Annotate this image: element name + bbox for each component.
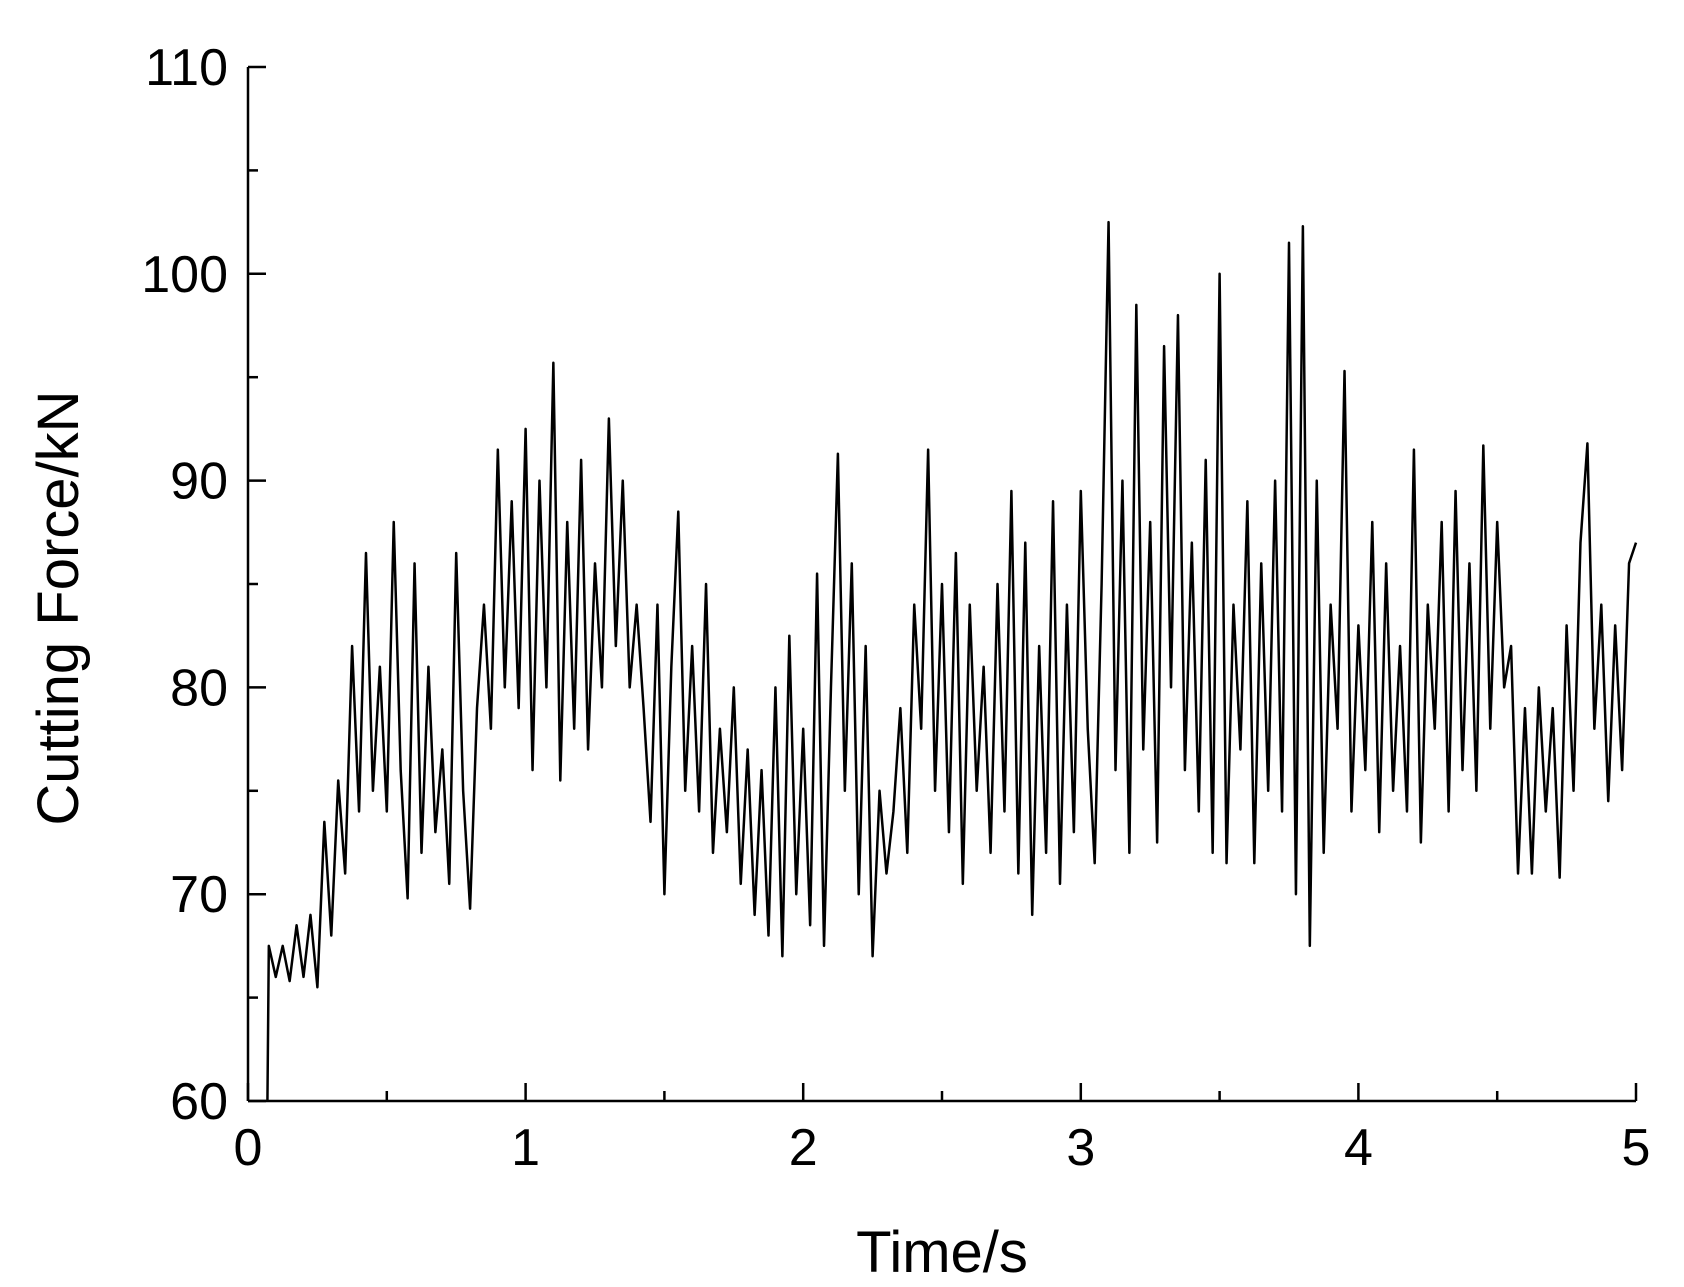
x-axis-title: Time/s	[856, 1220, 1028, 1282]
x-tick-label: 1	[511, 1119, 540, 1177]
y-tick-label: 60	[170, 1073, 228, 1131]
y-tick-label: 100	[141, 246, 228, 304]
y-tick-label: 70	[170, 866, 228, 924]
data-line	[266, 220, 1638, 1102]
y-tick-label: 110	[145, 39, 228, 97]
x-tick-label: 4	[1344, 1119, 1373, 1177]
x-tick-label: 2	[789, 1119, 818, 1177]
y-tick-label: 80	[170, 659, 228, 717]
y-tick-label: 90	[170, 453, 228, 511]
x-tick-label: 5	[1622, 1119, 1651, 1177]
x-tick-label: 3	[1066, 1119, 1095, 1177]
x-tick-label: 0	[234, 1119, 263, 1177]
y-axis-title: Cutting Force/kN	[26, 390, 91, 825]
